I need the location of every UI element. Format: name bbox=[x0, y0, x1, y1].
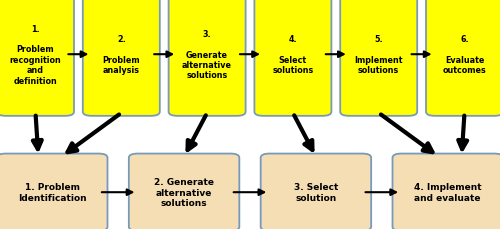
FancyBboxPatch shape bbox=[83, 0, 160, 116]
Text: 2. Generate
alternative
solutions: 2. Generate alternative solutions bbox=[154, 177, 214, 207]
FancyBboxPatch shape bbox=[426, 0, 500, 116]
FancyBboxPatch shape bbox=[0, 154, 108, 229]
Text: 1.

Problem
recognition
and
definition: 1. Problem recognition and definition bbox=[10, 25, 62, 85]
Text: 4. Implement
and evaluate: 4. Implement and evaluate bbox=[414, 183, 482, 202]
FancyBboxPatch shape bbox=[129, 154, 240, 229]
Text: 3. Select
solution: 3. Select solution bbox=[294, 183, 338, 202]
FancyBboxPatch shape bbox=[260, 154, 371, 229]
Text: 4.

Select
solutions: 4. Select solutions bbox=[272, 35, 314, 75]
Text: 1. Problem
Identification: 1. Problem Identification bbox=[18, 183, 86, 202]
Text: 3.

Generate
alternative
solutions: 3. Generate alternative solutions bbox=[182, 30, 232, 80]
Text: 5.

Implement
solutions: 5. Implement solutions bbox=[354, 35, 403, 75]
FancyBboxPatch shape bbox=[0, 0, 74, 116]
FancyBboxPatch shape bbox=[168, 0, 246, 116]
FancyBboxPatch shape bbox=[340, 0, 417, 116]
FancyBboxPatch shape bbox=[392, 154, 500, 229]
Text: 6.

Evaluate
outcomes: 6. Evaluate outcomes bbox=[442, 35, 486, 75]
Text: 2.

Problem
analysis: 2. Problem analysis bbox=[102, 35, 140, 75]
FancyBboxPatch shape bbox=[254, 0, 332, 116]
